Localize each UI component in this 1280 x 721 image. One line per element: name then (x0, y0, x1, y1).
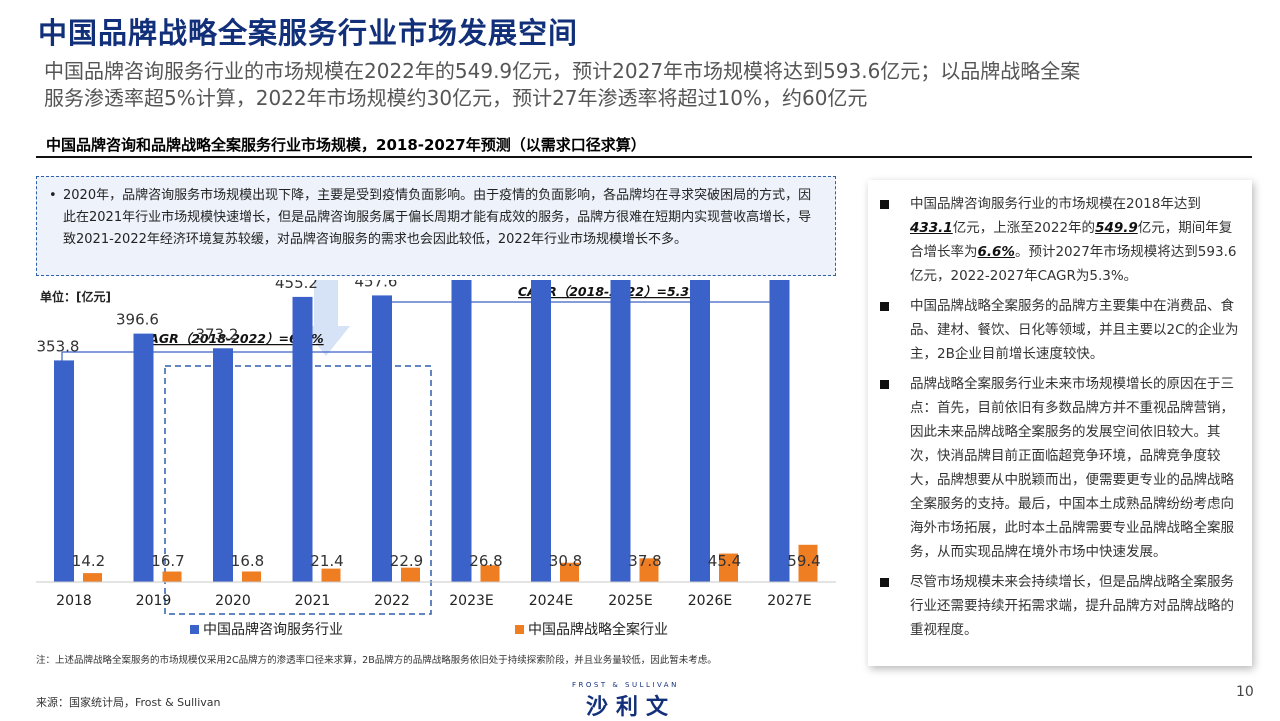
insight-text: 尽管市场规模未来会持续增长，但是品牌战略全案服务行业还需要持续开拓需求端，提升品… (910, 574, 1234, 638)
x-tick-label: 2022 (374, 593, 410, 609)
footnote: 注：上述品牌战略全案服务的市场规模仅采用2C品牌方的渗透率口径来求算，2B品牌方… (36, 655, 717, 666)
square-bullet-icon (880, 380, 889, 389)
x-tick-label: 2027E (767, 593, 811, 609)
title-divider (36, 156, 1252, 158)
cagr-annotation-2: CAGR（2018-2022）=5.3% (518, 284, 702, 299)
insight-item-4: 尽管市场规模未来会持续增长，但是品牌战略全案服务行业还需要持续开拓需求端，提升品… (878, 570, 1242, 642)
page-subtitle: 中国品牌咨询服务行业的市场规模在2022年的549.9亿元，预计2027年市场规… (44, 58, 1259, 112)
legend-label-brand-strategy: 中国品牌战略全案行业 (528, 621, 668, 638)
data-label-brand-strategy: 14.2 (72, 552, 105, 570)
chart-bars-layer (36, 280, 836, 583)
insight-item-2: 中国品牌战略全案服务的品牌方主要集中在消费品、食品、建材、餐饮、日化等领域，并且… (878, 294, 1242, 366)
legend-swatch-brand-strategy (515, 625, 524, 634)
bar-brand-strategy-2020 (242, 571, 261, 582)
highlight-value: 6.6% (977, 244, 1015, 260)
bar-brand-strategy-2021 (321, 568, 341, 582)
bar-brand-consulting-2022 (372, 295, 392, 582)
right-insight-panel: 中国品牌咨询服务行业的市场规模在2018年达到 433.1亿元，上涨至2022年的… (868, 180, 1252, 666)
bar-brand-consulting-2025E (610, 280, 631, 582)
data-label-brand-strategy: 21.4 (310, 552, 343, 570)
x-tick-label: 2026E (688, 593, 732, 609)
context-callout-box: • 2020年，品牌咨询服务市场规模出现下降，主要是受到疫情负面影响。由于疫情的… (36, 176, 836, 276)
square-bullet-icon (880, 302, 889, 311)
cagr-annotation-1: CAGR（2018-2022）=6.6% (140, 331, 324, 346)
data-label-brand-strategy: 16.7 (151, 552, 184, 570)
bar-brand-consulting-2024E (531, 280, 551, 582)
square-bullet-icon (880, 200, 889, 209)
context-text: 2020年，品牌咨询服务市场规模出现下降，主要是受到疫情负面影响。由于疫情的负面… (63, 188, 812, 247)
data-label-brand-strategy: 16.8 (231, 552, 264, 570)
data-label-brand-strategy: 59.4 (787, 552, 820, 570)
bar-brand-consulting-2018 (54, 360, 74, 582)
bar-chart: CAGR（2018-2022）=6.6% CAGR（2018-2022）=5.3%… (36, 280, 836, 638)
data-label-brand-strategy: 45.4 (708, 552, 741, 570)
data-label-brand-strategy: 26.8 (469, 552, 502, 570)
callout-pointer-arrow-icon (302, 326, 350, 356)
insight-item-1: 中国品牌咨询服务行业的市场规模在2018年达到 433.1亿元，上涨至2022年的… (878, 192, 1242, 288)
highlight-value: 433.1 (910, 220, 953, 236)
x-tick-label: 2021 (295, 593, 331, 609)
chart-legend: 中国品牌咨询服务行业 中国品牌战略全案行业 (190, 621, 668, 638)
subtitle-line-1: 中国品牌咨询服务行业的市场规模在2022年的549.9亿元，预计2027年市场规… (44, 59, 1081, 83)
legend-swatch-brand-consulting (190, 625, 199, 634)
bullet-icon: • (49, 188, 57, 203)
bar-brand-consulting-2021 (292, 296, 313, 582)
data-label-brand-consulting: 457.6 (355, 280, 398, 290)
bar-brand-strategy-2018 (83, 573, 102, 582)
chart-title: 中国品牌咨询和品牌战略全案服务行业市场规模，2018-2027年预测（以需求口径… (46, 136, 646, 154)
x-tick-label: 2023E (449, 593, 493, 609)
subtitle-line-2: 服务渗透率超5%计算，2022年市场规模约30亿元，预计27年渗透率将超过10%… (44, 86, 868, 110)
insight-text: 。预计2027年市场规模将达到593.6亿元，2022-2027年CAGR为5.… (910, 244, 1237, 284)
page-number: 10 (1236, 684, 1254, 700)
company-logo: 沙利文 (586, 695, 677, 720)
data-label-brand-consulting: 373.2 (196, 325, 239, 343)
legend-label-brand-consulting: 中国品牌咨询服务行业 (203, 621, 343, 638)
source-citation: 来源：国家统计局，Frost & Sullivan (36, 696, 221, 709)
bar-brand-consulting-2023E (451, 280, 472, 582)
unit-label: 单位：[亿元] (40, 290, 111, 304)
cagr-bracket-2 (381, 301, 785, 352)
chart-labels-layer: 353.8 14.2 2018 396.6 16.7 2019 373.2 16.8 2020 4… (37, 280, 821, 609)
data-label-brand-strategy: 30.8 (549, 552, 582, 570)
bar-brand-strategy-2025E (639, 558, 659, 582)
bar-brand-consulting-2019 (133, 333, 154, 582)
bar-brand-strategy-2023E (480, 565, 500, 582)
insight-text: 中国品牌咨询服务行业的市场规模在2018年达到 (910, 196, 1201, 212)
data-label-brand-strategy: 37.8 (628, 552, 661, 570)
x-tick-label: 2024E (529, 593, 573, 609)
bar-brand-strategy-2026E (719, 553, 738, 582)
logo-caption: FROST & SULLIVAN (572, 681, 679, 689)
bar-brand-strategy-2024E (560, 562, 579, 582)
x-tick-label: 2019 (136, 593, 172, 609)
data-label-brand-consulting: 353.8 (37, 337, 80, 355)
insight-text: 亿元，上涨至2022年的 (952, 220, 1096, 236)
highlight-value: 549.9 (1095, 220, 1138, 236)
bar-brand-consulting-2027E (769, 280, 790, 582)
page-title: 中国品牌战略全案服务行业市场发展空间 (38, 16, 579, 50)
bar-brand-consulting-2020 (213, 348, 233, 582)
insight-text: 亿元，期间年复合增长率为 (910, 220, 1233, 260)
bar-brand-strategy-2027E (798, 544, 818, 582)
bar-brand-strategy-2022 (401, 567, 420, 582)
data-label-brand-consulting: 455.2 (275, 280, 318, 292)
square-bullet-icon (880, 578, 889, 587)
x-tick-label: 2020 (215, 593, 251, 609)
insight-item-3: 品牌战略全案服务行业未来市场规模增长的原因在于三点：首先，目前依旧有多数品牌方并… (878, 372, 1242, 564)
bar-brand-strategy-2019 (162, 571, 182, 582)
callout-pointer-shaft (314, 280, 338, 326)
data-label-brand-strategy: 22.9 (390, 552, 423, 570)
x-tick-label: 2025E (608, 593, 652, 609)
data-label-brand-consulting: 396.6 (116, 311, 159, 329)
x-tick-label: 2018 (56, 593, 92, 609)
insight-text: 中国品牌战略全案服务的品牌方主要集中在消费品、食品、建材、餐饮、日化等领域，并且… (910, 298, 1239, 362)
insight-text: 品牌战略全案服务行业未来市场规模增长的原因在于三点：首先，目前依旧有多数品牌方并… (910, 376, 1234, 560)
bar-brand-consulting-2026E (690, 280, 710, 582)
